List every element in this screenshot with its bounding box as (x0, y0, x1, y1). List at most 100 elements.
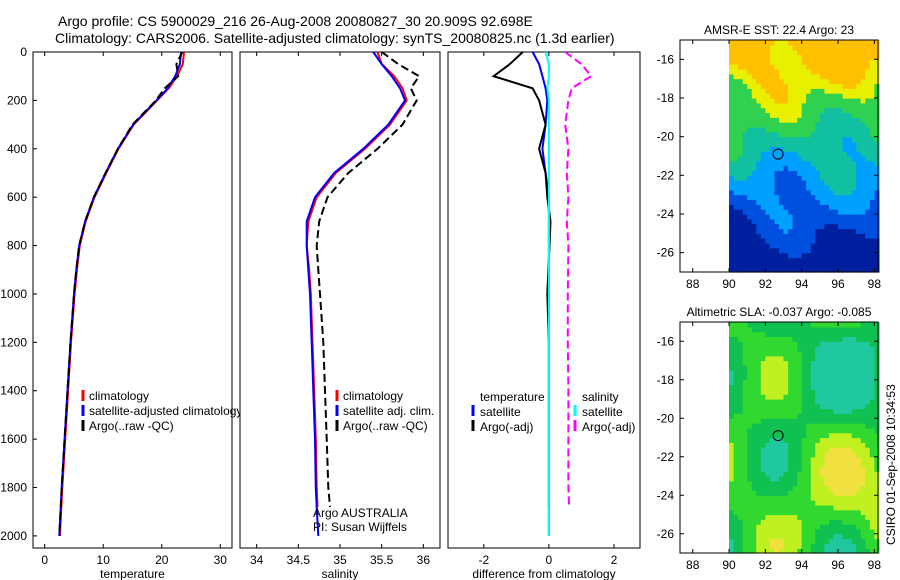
heatmap-cell (810, 180, 816, 186)
heatmap-cell (806, 461, 812, 467)
side-label: CSIRO 01-Sep-2008 10:34:53 (884, 384, 898, 545)
heatmap-cell (738, 504, 744, 511)
heatmap-cell (797, 252, 803, 259)
heatmap-cell (856, 437, 862, 443)
heatmap-cell (779, 432, 785, 439)
heatmap-cell (788, 252, 794, 259)
heatmap-cell (833, 102, 839, 109)
heatmap-cell (738, 185, 744, 191)
heatmap-cell (747, 365, 753, 371)
heatmap-cell (756, 122, 762, 128)
heatmap-cell (860, 370, 866, 376)
heatmap-cell (810, 341, 816, 347)
heatmap-cell (865, 194, 871, 201)
legend-entry: satellite (480, 405, 521, 419)
heatmap-cell (829, 326, 835, 333)
heatmap-cell (765, 93, 771, 99)
heatmap-cell (851, 394, 857, 400)
heatmap-cell (792, 170, 798, 176)
heatmap-cell (842, 326, 848, 333)
heatmap-cell (788, 350, 794, 357)
heatmap-cell (824, 538, 830, 544)
heatmap-cell (797, 78, 803, 85)
heatmap-cell (751, 336, 757, 342)
heatmap-cell (838, 379, 844, 386)
heatmap-cell (769, 423, 775, 429)
heatmap-cell (869, 127, 875, 133)
heatmap-cell (838, 209, 844, 215)
heatmap-cell (783, 432, 789, 439)
heatmap-cell (815, 495, 821, 501)
heatmap-cell (774, 252, 780, 259)
heatmap-cell (788, 346, 794, 352)
heatmap-cell (756, 228, 762, 234)
heatmap-cell (756, 223, 762, 230)
heatmap-cell (851, 432, 857, 439)
heatmap-cell (838, 151, 844, 157)
heatmap-cell (783, 156, 789, 162)
heatmap-cell (856, 480, 862, 487)
heatmap-cell (783, 262, 789, 268)
heatmap-cell (788, 112, 794, 118)
heatmap-cell (779, 218, 785, 225)
heatmap-cell (792, 461, 798, 467)
heatmap-cell (774, 180, 780, 186)
heatmap-cell (792, 189, 798, 196)
heatmap-cell (865, 384, 871, 390)
heatmap-cell (756, 199, 762, 205)
heatmap-cell (742, 394, 748, 400)
heatmap-cell (806, 379, 812, 386)
heatmap-cell (774, 218, 780, 225)
heatmap-cell (856, 500, 862, 506)
heatmap-cell (869, 413, 875, 419)
heatmap-cell (865, 64, 871, 70)
heatmap-cell (788, 209, 794, 215)
heatmap-cell (869, 476, 875, 482)
heatmap-cell (829, 238, 835, 244)
heatmap-cell (801, 209, 807, 215)
heatmap-cell (833, 78, 839, 85)
heatmap-cell (760, 262, 766, 268)
heatmap-cell (729, 165, 735, 172)
heatmap-cell (856, 370, 862, 376)
heatmap-cell (833, 98, 839, 104)
heatmap-cell (869, 379, 875, 386)
legend-entry: Argo(..raw -QC) (89, 419, 174, 433)
heatmap-cell (869, 146, 875, 152)
heatmap-cell (742, 432, 748, 439)
heatmap-cell (760, 156, 766, 162)
heatmap-cell (747, 543, 753, 549)
heatmap-cell (742, 64, 748, 70)
heatmap-cell (783, 59, 789, 65)
heatmap-cell (797, 427, 803, 434)
heatmap-cell (806, 151, 812, 157)
heatmap-cell (847, 423, 853, 429)
heatmap-cell (806, 471, 812, 477)
heatmap-cell (769, 223, 775, 230)
heatmap-cell (819, 247, 825, 254)
heatmap-cell (847, 180, 853, 186)
heatmap-cell (788, 370, 794, 376)
heatmap-cell (824, 322, 830, 328)
heatmap-cell (865, 44, 871, 51)
heatmap-cell (838, 122, 844, 128)
heatmap-cell (760, 355, 766, 362)
heatmap-cell (760, 427, 766, 434)
heatmap-cell (729, 480, 735, 487)
heatmap-cell (729, 490, 735, 496)
heatmap-cell (824, 98, 830, 104)
heatmap-cell (742, 408, 748, 414)
heatmap-cell (842, 370, 848, 376)
heatmap-cell (779, 69, 785, 75)
heatmap-cell (742, 543, 748, 549)
heatmap-cell (738, 98, 744, 104)
heatmap-cell (865, 476, 871, 482)
heatmap-cell (783, 127, 789, 133)
heatmap-cell (792, 341, 798, 347)
heatmap-cell (847, 370, 853, 376)
heatmap-cell (788, 538, 794, 544)
heatmap-cell (783, 247, 789, 254)
heatmap-cell (760, 49, 766, 56)
heatmap-cell (738, 322, 744, 328)
heatmap-cell (779, 98, 785, 104)
